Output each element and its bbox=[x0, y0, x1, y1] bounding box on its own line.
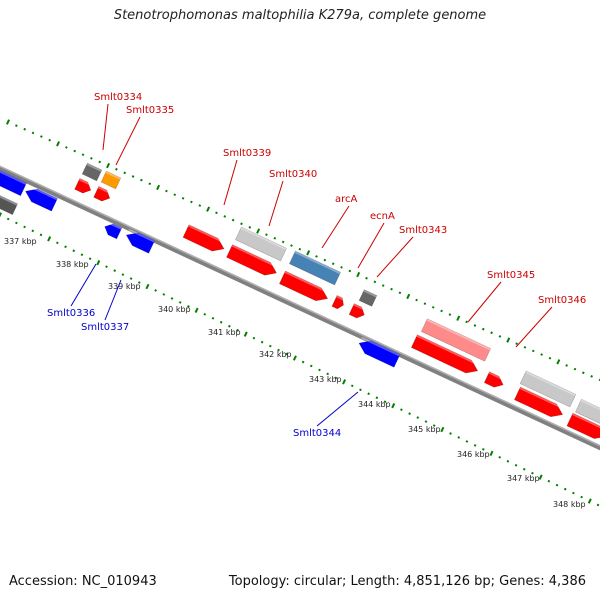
svg-text:Smlt0337: Smlt0337 bbox=[81, 322, 129, 333]
reverse-gene bbox=[0, 169, 27, 197]
gene-label-smlt0346: Smlt0346 bbox=[515, 295, 586, 348]
accession-text: Accession: NC_010943 bbox=[9, 574, 157, 589]
svg-text:Smlt0339: Smlt0339 bbox=[223, 148, 271, 159]
kbp-tick-label: 338 kbp bbox=[56, 260, 89, 269]
kbp-tick-label: 339 kbp bbox=[108, 282, 141, 291]
svg-text:Smlt0343: Smlt0343 bbox=[399, 225, 447, 236]
svg-text:Smlt0335: Smlt0335 bbox=[126, 105, 174, 116]
reverse-gene bbox=[358, 336, 401, 368]
forward-gene bbox=[182, 224, 227, 252]
kbp-tick-label: 346 kbp bbox=[457, 450, 490, 459]
svg-text:Smlt0340: Smlt0340 bbox=[269, 169, 317, 180]
kbp-tick-label: 348 kbp bbox=[553, 500, 586, 509]
svg-text:Smlt0334: Smlt0334 bbox=[94, 92, 142, 103]
forward-gene bbox=[278, 270, 331, 302]
gene-label-smlt0337: Smlt0337 bbox=[81, 279, 129, 333]
reverse-gene bbox=[25, 184, 58, 212]
svg-text:arcA: arcA bbox=[335, 194, 358, 205]
forward-gene bbox=[513, 386, 566, 418]
gene-label-ecna: ecnA bbox=[357, 211, 395, 269]
gc-ring-outer bbox=[6, 119, 600, 382]
svg-text:Smlt0344: Smlt0344 bbox=[293, 428, 341, 439]
kbp-tick-label: 341 kbp bbox=[208, 328, 241, 337]
kbp-tick-label: 345 kbp bbox=[408, 425, 441, 434]
svg-text:Smlt0346: Smlt0346 bbox=[538, 295, 586, 306]
forward-gene bbox=[410, 334, 481, 374]
reverse-gene bbox=[104, 221, 123, 240]
gene-label-smlt0336: Smlt0336 bbox=[47, 263, 97, 319]
forward-gene bbox=[74, 177, 94, 194]
kbp-tick-label: 337 kbp bbox=[4, 237, 37, 246]
gene-label-arca: arcA bbox=[321, 194, 358, 249]
kbp-tick-label: 343 kbp bbox=[309, 375, 342, 384]
hypothetical-gene bbox=[234, 226, 288, 262]
gene-label-smlt0339: Smlt0339 bbox=[223, 148, 271, 206]
rna-feature bbox=[358, 289, 378, 307]
gene-label-smlt0340: Smlt0340 bbox=[268, 169, 317, 227]
gc-ring-inner bbox=[0, 212, 600, 507]
gene-label-smlt0345: Smlt0345 bbox=[467, 270, 535, 323]
kbp-tick-label: 342 kbp bbox=[259, 350, 292, 359]
gene-label-smlt0343: Smlt0343 bbox=[376, 225, 447, 278]
genome-backbone bbox=[0, 165, 600, 451]
svg-text:Smlt0345: Smlt0345 bbox=[487, 270, 535, 281]
kbp-tick-label: 340 kbp bbox=[158, 305, 191, 314]
reverse-gene bbox=[125, 228, 156, 254]
rna-feature bbox=[81, 162, 103, 182]
forward-gene bbox=[348, 303, 367, 319]
map-title: Stenotrophomonas maltophilia K279a, comp… bbox=[113, 8, 487, 23]
topology-text: Topology: circular; Length: 4,851,126 bp… bbox=[228, 574, 586, 589]
svg-text:Smlt0336: Smlt0336 bbox=[47, 308, 95, 319]
gene-label-smlt0334: Smlt0334 bbox=[94, 92, 142, 151]
steelblue-gene bbox=[288, 250, 342, 286]
hypothetical-gene bbox=[519, 370, 577, 408]
forward-gene bbox=[331, 295, 347, 310]
rna-feature bbox=[0, 194, 19, 216]
kbp-tick-label: 347 kbp bbox=[507, 474, 540, 483]
svg-text:ecnA: ecnA bbox=[370, 211, 395, 222]
forward-gene bbox=[226, 244, 280, 276]
kbp-tick-label: 344 kbp bbox=[358, 400, 391, 409]
orange-gene-feature bbox=[100, 170, 122, 190]
gene-label-smlt0344: Smlt0344 bbox=[293, 391, 359, 439]
gene-label-smlt0335: Smlt0335 bbox=[115, 105, 174, 166]
forward-gene bbox=[93, 185, 113, 202]
pink-gene bbox=[420, 318, 492, 362]
forward-gene bbox=[483, 371, 506, 388]
